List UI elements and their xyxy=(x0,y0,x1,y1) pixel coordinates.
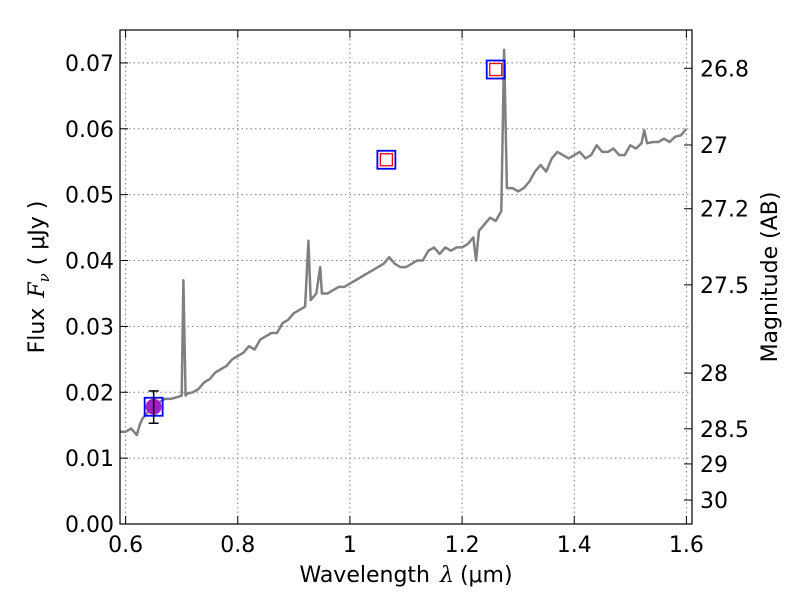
y-tick-label: 0.07 xyxy=(65,52,114,77)
right-axis-label: Magnitude (AB) xyxy=(758,192,783,363)
right-tick-label: 27 xyxy=(700,134,728,159)
x-tick-label: 1.6 xyxy=(669,533,704,558)
right-axis: 26.8 27 27.2 27.5 28 28.5 29 30 xyxy=(684,57,749,514)
y-tick-label: 0.04 xyxy=(65,250,114,275)
right-tick-label: 28 xyxy=(700,362,728,387)
grid-lines xyxy=(120,30,692,525)
model-square xyxy=(379,153,394,167)
y-axis-label: FluxFν( μJy ) xyxy=(25,201,53,354)
x-tick-label: 1 xyxy=(343,533,357,558)
x-tick-label: 0.6 xyxy=(108,533,143,558)
y-tick-label: 0.06 xyxy=(65,118,114,143)
x-tick-label: 0.8 xyxy=(220,533,255,558)
x-axis-label: Wavelength λ (μm) xyxy=(299,563,512,588)
right-tick-label: 29 xyxy=(700,453,728,478)
photometry-square xyxy=(485,59,506,80)
x-tick-label: 1.2 xyxy=(445,533,480,558)
y-axis: 0.00 0.01 0.02 0.03 0.04 0.05 0.06 0.07 xyxy=(65,52,128,538)
y-tick-label: 0.03 xyxy=(65,315,114,340)
right-tick-label: 28.5 xyxy=(700,418,749,443)
x-axis: 0.6 0.8 1 1.2 1.4 1.6 xyxy=(108,30,704,558)
y-tick-label: 0.02 xyxy=(65,381,114,406)
y-tick-label: 0.01 xyxy=(65,447,114,472)
y-tick-label: 0.00 xyxy=(65,513,114,538)
y-tick-label: 0.05 xyxy=(65,184,114,209)
right-tick-label: 27.2 xyxy=(700,198,749,223)
plot-frame xyxy=(119,29,693,525)
model-square xyxy=(489,62,503,77)
right-tick-label: 27.5 xyxy=(700,274,749,299)
plot-area xyxy=(120,48,688,437)
x-tick-label: 1.4 xyxy=(557,533,592,558)
photometry-square xyxy=(376,149,397,170)
right-tick-label: 26.8 xyxy=(700,57,749,82)
right-tick-label: 30 xyxy=(700,489,728,514)
spectrum-line xyxy=(120,48,688,437)
